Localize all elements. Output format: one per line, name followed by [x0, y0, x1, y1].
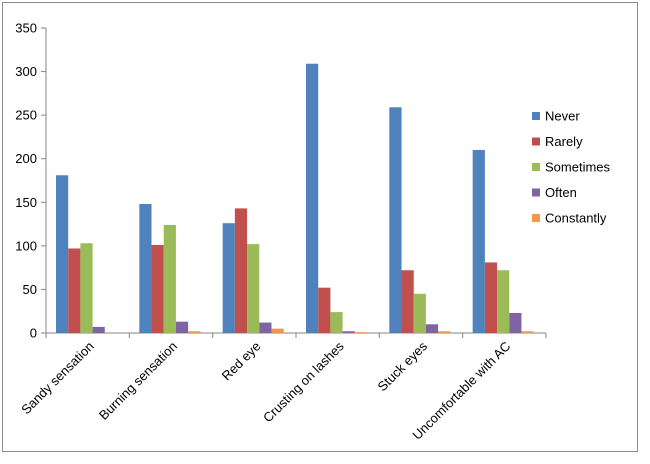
- legend-swatch-never: [532, 112, 540, 120]
- bar-often-2: [259, 322, 272, 333]
- x-category-label: Burning sensation: [96, 339, 180, 423]
- y-axis-ticks: 0 50 100 150 200 250 300 350: [15, 21, 46, 341]
- legend-label-rarely: Rarely: [545, 134, 583, 149]
- bar-often-0: [92, 326, 105, 333]
- bar-rarely-4: [401, 270, 414, 333]
- x-category-label: Crusting on lashes: [260, 338, 347, 425]
- bar-rarely-0: [68, 248, 81, 333]
- legend-label-never: Never: [545, 109, 580, 124]
- bar-constantly-1: [188, 331, 201, 333]
- bar-constantly-3: [354, 332, 367, 333]
- bar-sometimes-3: [330, 312, 343, 333]
- bar-never-5: [472, 150, 485, 333]
- x-category-label: Stuck eyes: [375, 338, 431, 394]
- y-tick-label: 350: [15, 21, 37, 36]
- legend-swatch-often: [532, 188, 540, 197]
- legend-label-often: Often: [545, 185, 577, 200]
- legend: Never Rarely Sometimes Often Constantly: [532, 109, 611, 226]
- bar-sometimes-1: [163, 224, 176, 333]
- legend-swatch-sometimes: [532, 163, 540, 171]
- bar-never-3: [306, 63, 319, 333]
- bar-sometimes-4: [413, 293, 426, 333]
- chart-frame: [2, 2, 638, 452]
- bar-rarely-3: [318, 287, 331, 333]
- bar-never-2: [222, 223, 235, 333]
- bar-sometimes-2: [247, 244, 260, 333]
- bar-constantly-4: [438, 331, 451, 333]
- bar-often-1: [175, 321, 189, 333]
- y-tick-label: 100: [15, 238, 37, 253]
- bar-constantly-5: [521, 331, 534, 333]
- bar-sometimes-5: [497, 270, 510, 333]
- axes: [45, 28, 546, 334]
- y-tick-label: 50: [23, 282, 37, 297]
- bar-never-0: [56, 175, 69, 333]
- bar-rarely-2: [234, 208, 248, 333]
- y-tick-label: 150: [15, 195, 37, 210]
- legend-label-constantly: Constantly: [545, 211, 607, 226]
- y-tick-label: 200: [15, 151, 37, 166]
- x-category-label: Sandy sensation: [18, 339, 97, 418]
- bar-rarely-1: [151, 244, 164, 333]
- y-tick-label: 300: [15, 64, 37, 79]
- bar-never-1: [139, 204, 152, 333]
- legend-swatch-rarely: [532, 137, 540, 146]
- x-axis-categories: Sandy sensation Burning sensation Red eyeC…: [18, 333, 547, 443]
- legend-label-sometimes: Sometimes: [545, 160, 611, 175]
- legend-swatch-constantly: [532, 214, 540, 222]
- bar-sometimes-0: [80, 243, 93, 333]
- bar-constantly-2: [271, 328, 284, 333]
- bar-rarely-5: [484, 262, 498, 333]
- bar-often-3: [342, 331, 355, 333]
- x-category-label: Red eye: [219, 339, 264, 384]
- bars: [56, 63, 534, 333]
- y-tick-label: 0: [30, 326, 37, 341]
- bar-never-4: [389, 107, 402, 333]
- y-tick-label: 250: [15, 108, 37, 123]
- bar-often-5: [509, 312, 522, 333]
- bar-often-4: [425, 324, 439, 333]
